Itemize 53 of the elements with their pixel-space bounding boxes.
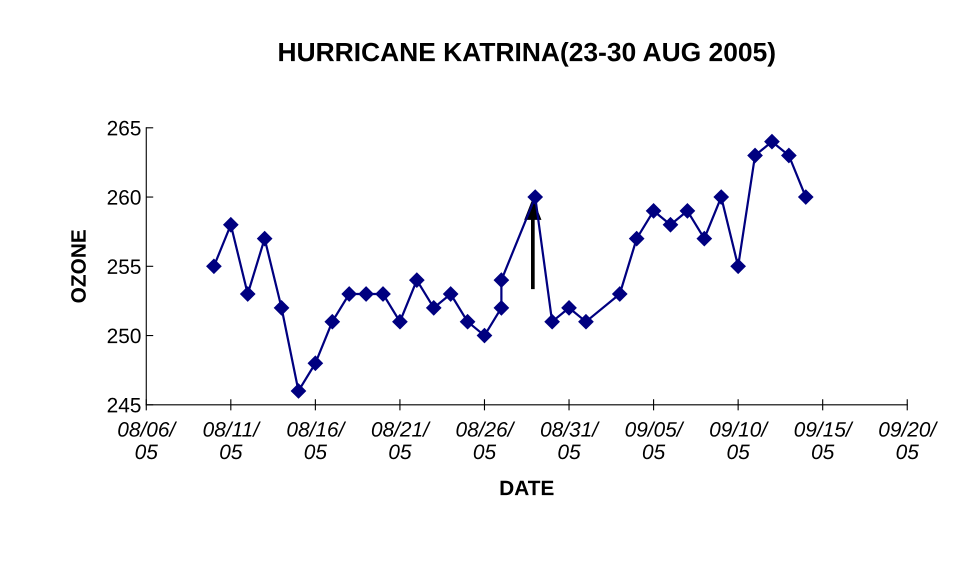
chart-title: HURRICANE KATRINA(23-30 AUG 2005) bbox=[279, 42, 775, 67]
point bbox=[409, 272, 424, 288]
point bbox=[612, 286, 628, 302]
x-tick-label: 09/05/ 05 bbox=[626, 421, 684, 460]
point bbox=[578, 314, 594, 330]
x-tick-label: 08/31/ 05 bbox=[540, 421, 600, 460]
point bbox=[494, 300, 509, 316]
y-tick-label: 250 bbox=[108, 328, 141, 344]
x-tick-label: 08/11/ 05 bbox=[204, 421, 261, 460]
point bbox=[257, 231, 272, 246]
point bbox=[714, 189, 729, 205]
point bbox=[426, 300, 442, 316]
point bbox=[730, 258, 746, 274]
point bbox=[223, 217, 238, 232]
point bbox=[358, 286, 374, 302]
point bbox=[561, 300, 577, 316]
y-tick-label: 265 bbox=[108, 120, 141, 136]
point bbox=[629, 231, 644, 246]
point bbox=[206, 258, 222, 274]
point bbox=[443, 286, 458, 302]
point bbox=[680, 203, 695, 218]
point bbox=[544, 314, 560, 330]
x-tick-label: 08/16/ 05 bbox=[287, 421, 346, 460]
point bbox=[764, 134, 780, 150]
point bbox=[528, 189, 543, 205]
x-tick-label: 08/26/ 05 bbox=[456, 421, 516, 460]
point bbox=[494, 272, 509, 288]
point bbox=[308, 356, 323, 371]
point bbox=[375, 286, 391, 302]
point bbox=[342, 286, 357, 302]
y-tick-label: 245 bbox=[108, 398, 141, 413]
x-axis-title: DATE bbox=[500, 480, 554, 496]
point bbox=[662, 217, 678, 232]
x-tick-label: 09/20/ 05 bbox=[879, 421, 938, 460]
x-tick-label: 08/21/ 05 bbox=[372, 421, 431, 460]
point bbox=[240, 286, 256, 302]
x-tick-label: 09/10/ 05 bbox=[710, 421, 769, 460]
point bbox=[781, 148, 796, 164]
point bbox=[747, 148, 763, 164]
x-tick-label: 09/15/ 05 bbox=[794, 421, 854, 460]
point bbox=[324, 314, 340, 330]
y-tick-label: 260 bbox=[108, 190, 141, 205]
point bbox=[392, 314, 408, 330]
y-tick-label: 255 bbox=[108, 259, 141, 274]
point bbox=[476, 328, 492, 344]
point bbox=[798, 189, 814, 205]
y-axis-title: OZONE bbox=[71, 230, 86, 302]
x-tick-label: 08/06/ 05 bbox=[118, 421, 178, 460]
point bbox=[460, 314, 476, 330]
point bbox=[290, 383, 306, 399]
point bbox=[274, 300, 290, 316]
point bbox=[646, 203, 662, 218]
point bbox=[696, 231, 712, 246]
